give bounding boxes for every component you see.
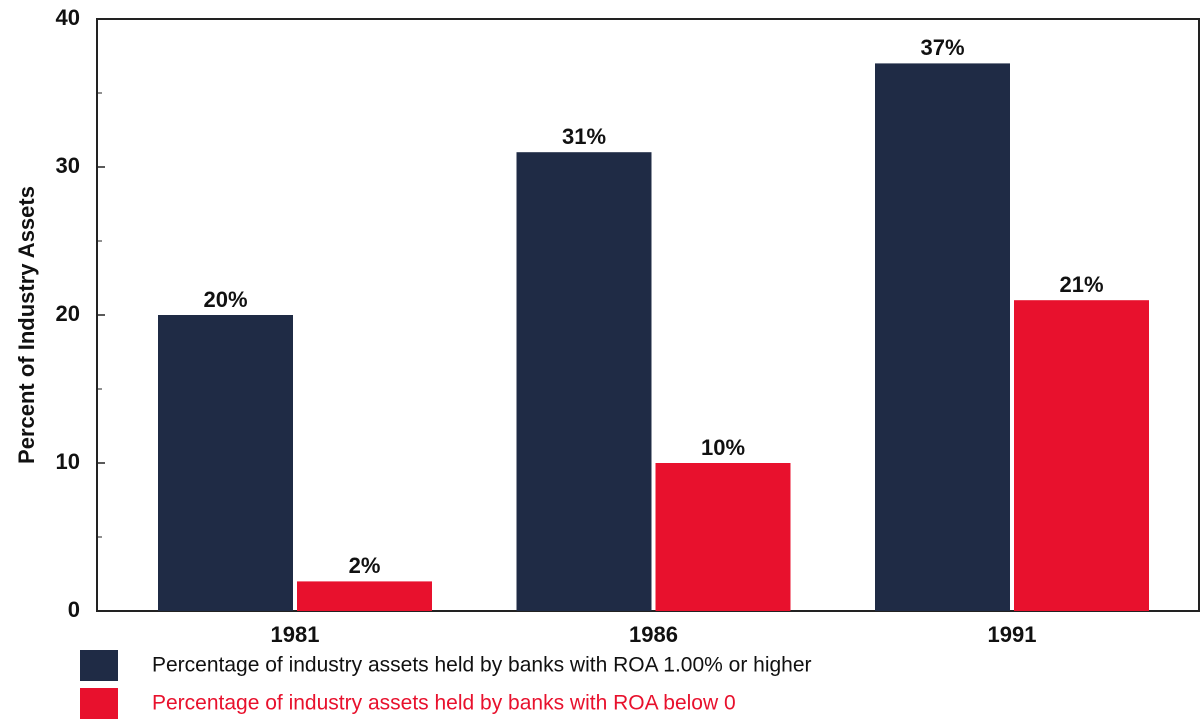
y-tick-label: 0 [68,597,80,622]
y-tick-label: 30 [56,153,80,178]
bar [297,581,432,611]
bar [655,463,791,611]
y-tick-label: 40 [56,5,80,30]
bar [158,315,293,611]
legend-label: Percentage of industry assets held by ba… [152,654,812,677]
bar [516,152,652,611]
legend-swatch [80,688,118,719]
y-axis-label: Percent of Industry Assets [14,186,39,464]
value-label: 21% [1059,272,1103,297]
value-label: 37% [920,35,964,60]
value-label: 31% [562,124,606,149]
bar [1014,300,1149,611]
legend-label: Percentage of industry assets held by ba… [152,692,736,715]
legend-swatch [80,650,118,681]
value-label: 20% [203,287,247,312]
bar [875,63,1010,611]
x-tick-label: 1981 [271,622,320,647]
y-tick-label: 10 [56,449,80,474]
value-label: 10% [701,435,745,460]
x-tick-label: 1986 [629,622,678,647]
x-tick-label: 1991 [988,622,1037,647]
value-label: 2% [349,553,381,578]
y-tick-label: 20 [56,301,80,326]
